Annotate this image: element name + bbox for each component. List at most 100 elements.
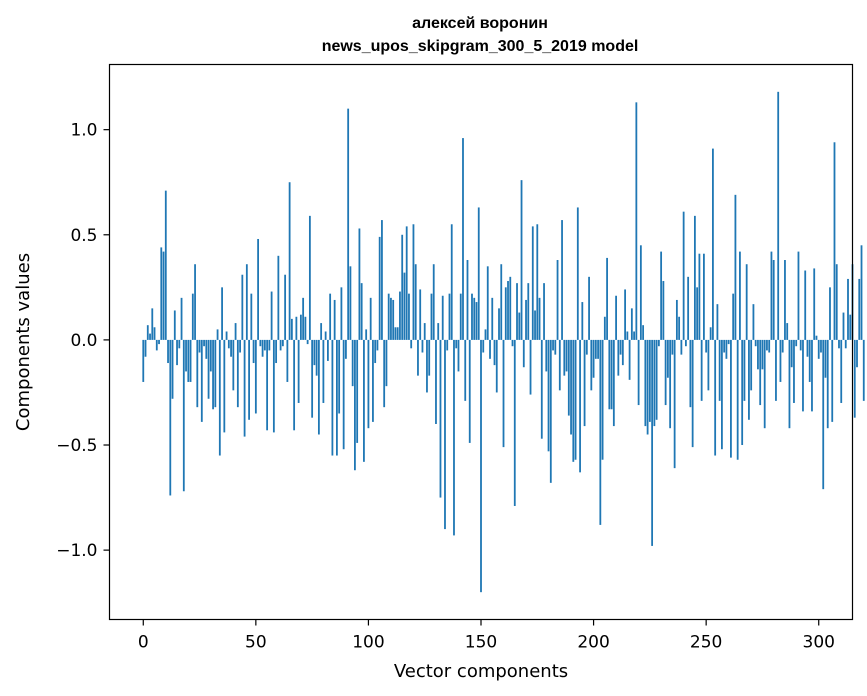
bar-130 (435, 339, 437, 424)
bar-150 (480, 339, 482, 593)
bar-296 (808, 339, 811, 382)
bar-214 (624, 289, 626, 340)
bar-43 (239, 339, 241, 353)
bar-279 (770, 251, 773, 340)
bar-13 (171, 339, 174, 399)
bar-217 (630, 308, 633, 340)
bar-307 (833, 142, 836, 340)
bar-15 (176, 339, 178, 366)
bar-285 (784, 260, 786, 340)
bar-69 (297, 339, 300, 403)
bar-58 (272, 339, 275, 433)
bar-308 (835, 264, 838, 340)
bar-152 (484, 329, 487, 340)
bar-123 (419, 289, 422, 340)
bar-227 (653, 339, 656, 427)
bar-170 (525, 299, 527, 340)
x-tick-label: 50 (245, 633, 267, 653)
bar-148 (475, 302, 478, 340)
bar-133 (441, 295, 444, 340)
bar-156 (493, 339, 496, 366)
bar-187 (563, 339, 566, 376)
bar-113 (396, 327, 399, 340)
bar-25 (198, 339, 201, 353)
y-tick-label: −1.0 (56, 541, 97, 561)
bar-257 (721, 339, 723, 450)
bar-216 (628, 339, 631, 380)
bar-18 (182, 339, 185, 492)
x-tick-label: 300 (803, 633, 835, 653)
bar-31 (212, 339, 214, 410)
bar-91 (347, 108, 350, 340)
bar-265 (739, 251, 741, 340)
bar-312 (844, 339, 847, 349)
bar-319 (860, 245, 863, 340)
bar-109 (387, 293, 390, 340)
bar-198 (588, 276, 590, 340)
bar-284 (781, 339, 784, 353)
bar-192 (574, 339, 577, 460)
bar-4 (151, 308, 154, 340)
bar-292 (799, 339, 802, 351)
bar-104 (376, 339, 379, 351)
bar-132 (439, 339, 442, 498)
bar-222 (642, 325, 645, 340)
bar-258 (723, 339, 726, 353)
bar-275 (761, 339, 764, 370)
bar-249 (703, 253, 705, 340)
bar-233 (666, 339, 669, 378)
y-tick-label: 0.0 (70, 331, 97, 351)
y-tick-label: 1.0 (70, 121, 97, 141)
bar-24 (196, 339, 199, 408)
bar-89 (342, 339, 345, 450)
bar-72 (304, 316, 307, 340)
bar-146 (471, 293, 473, 340)
bar-286 (786, 323, 789, 340)
bar-30 (209, 339, 212, 372)
bar-118 (408, 293, 410, 340)
bar-90 (345, 339, 347, 359)
bar-240 (682, 211, 685, 340)
bar-224 (646, 339, 649, 435)
bar-171 (527, 283, 530, 340)
x-axis-ticks: 0 50 100 150 200 250 300 (138, 619, 835, 653)
x-tick-label: 200 (577, 633, 609, 653)
bar-273 (757, 339, 759, 370)
bar-126 (426, 339, 428, 393)
bar-245 (693, 215, 696, 340)
bar-47 (248, 339, 250, 420)
bar-137 (450, 224, 453, 340)
bar-193 (576, 207, 579, 340)
bar-291 (797, 251, 800, 340)
bar-191 (572, 339, 575, 462)
bar-127 (428, 339, 431, 376)
bar-55 (266, 339, 269, 431)
bar-144 (466, 260, 469, 340)
bar-223 (644, 339, 647, 427)
bar-54 (263, 339, 266, 351)
bar-289 (793, 339, 795, 403)
bar-269 (748, 339, 750, 420)
bar-7 (158, 339, 160, 345)
bar-254 (714, 339, 717, 456)
bar-238 (678, 316, 681, 340)
bar-23 (194, 264, 196, 340)
bar-40 (232, 339, 235, 391)
bar-204 (601, 339, 604, 460)
bar-239 (680, 339, 683, 355)
bar-141 (459, 293, 462, 340)
bar-85 (333, 299, 336, 340)
bar-98 (363, 339, 365, 462)
bar-116 (403, 272, 406, 340)
bar-75 (311, 339, 314, 418)
bar-247 (698, 253, 701, 340)
bar-218 (633, 331, 635, 340)
bar-263 (734, 194, 737, 340)
bar-110 (390, 297, 392, 340)
bar-128 (430, 293, 433, 340)
bar-231 (662, 281, 665, 340)
bar-52 (259, 339, 262, 347)
bar-174 (534, 310, 536, 340)
bar-14 (173, 310, 176, 340)
bar-117 (405, 226, 408, 340)
